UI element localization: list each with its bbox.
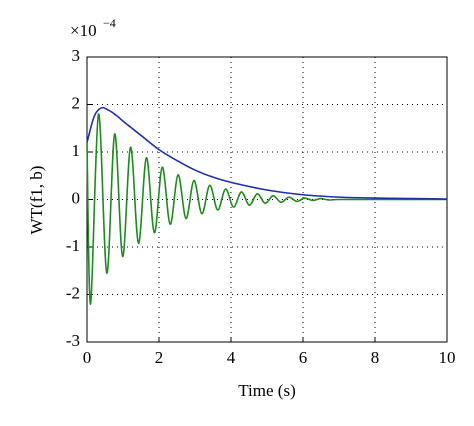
data-line: [86, 106, 448, 200]
y-axis-label: WT(f1, b): [27, 166, 46, 235]
y-tick-label: 1: [72, 141, 81, 160]
y-tick-label: 0: [72, 188, 81, 207]
y-tick-label: -3: [66, 331, 80, 350]
y-tick-label: 3: [72, 46, 81, 65]
x-tick-label: 10: [439, 348, 456, 367]
x-tick-label: 0: [83, 348, 92, 367]
x-tick-label: 2: [155, 348, 164, 367]
y-tick-label: -2: [66, 283, 80, 302]
y-tick-label: 2: [72, 93, 81, 112]
y-tick-label: -1: [66, 236, 80, 255]
y-multiplier-exponent: −4: [103, 16, 116, 30]
y-multiplier: ×10: [70, 21, 97, 40]
x-axis-label: Time (s): [238, 381, 295, 400]
x-tick-label: 6: [299, 348, 308, 367]
data-line: [86, 113, 447, 305]
x-tick-label: 4: [227, 348, 236, 367]
x-tick-label: 8: [371, 348, 380, 367]
